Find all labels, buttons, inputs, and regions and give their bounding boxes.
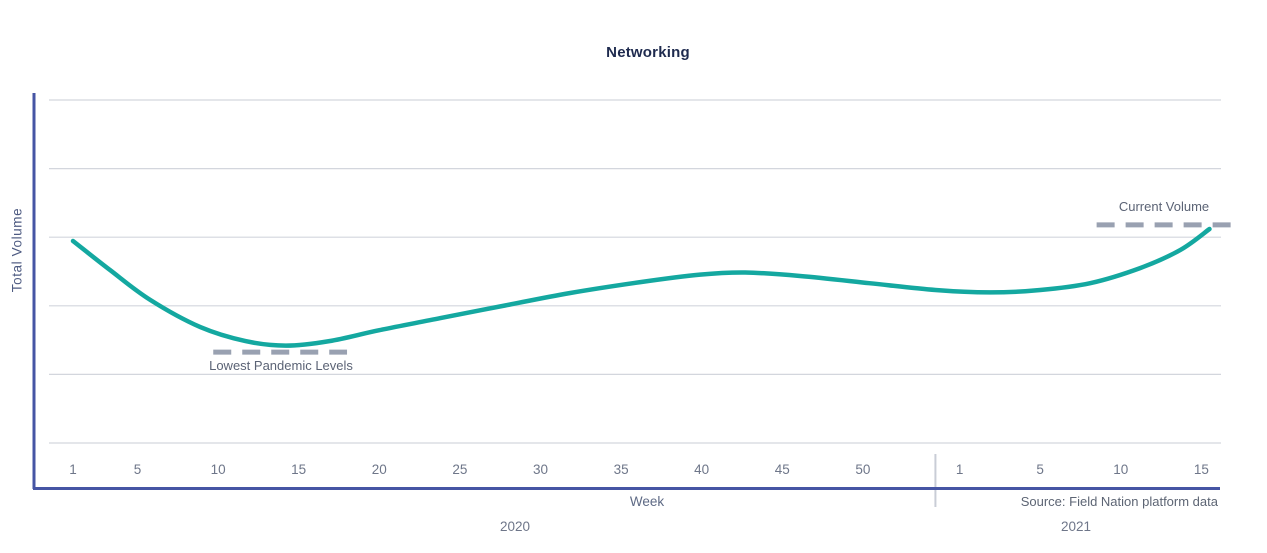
current-volume-annotation-label: Current Volume <box>1118 199 1210 214</box>
x-tick-label: 5 <box>133 462 142 477</box>
x-tick-label: 30 <box>532 462 548 477</box>
x-tick-label: 35 <box>613 462 629 477</box>
x-tick-label: 5 <box>1036 462 1044 477</box>
year-label-2021: 2021 <box>1060 519 1092 534</box>
x-tick-label: 10 <box>210 462 226 477</box>
x-tick-label: 1 <box>955 462 964 477</box>
volume-curve <box>70 226 1212 348</box>
lowest-pandemic-annotation-label: Lowest Pandemic Levels <box>209 358 353 373</box>
x-tick-label: 20 <box>371 462 387 477</box>
x-tick-label: 45 <box>774 462 790 477</box>
x-tick-label: 15 <box>1193 462 1209 477</box>
x-tick-label: 25 <box>452 462 468 477</box>
chart-title: Networking <box>606 44 690 61</box>
x-tick-label: 40 <box>694 462 710 477</box>
year-label-2020: 2020 <box>499 519 531 534</box>
source-note: Source: Field Nation platform data <box>1020 494 1218 509</box>
x-tick-label: 10 <box>1113 462 1129 477</box>
x-tick-label: 15 <box>291 462 307 477</box>
x-axis-title: Week <box>629 494 665 509</box>
gridlines <box>49 99 1221 444</box>
x-tick-label: 50 <box>855 462 871 477</box>
x-tick-label: 1 <box>69 462 77 477</box>
